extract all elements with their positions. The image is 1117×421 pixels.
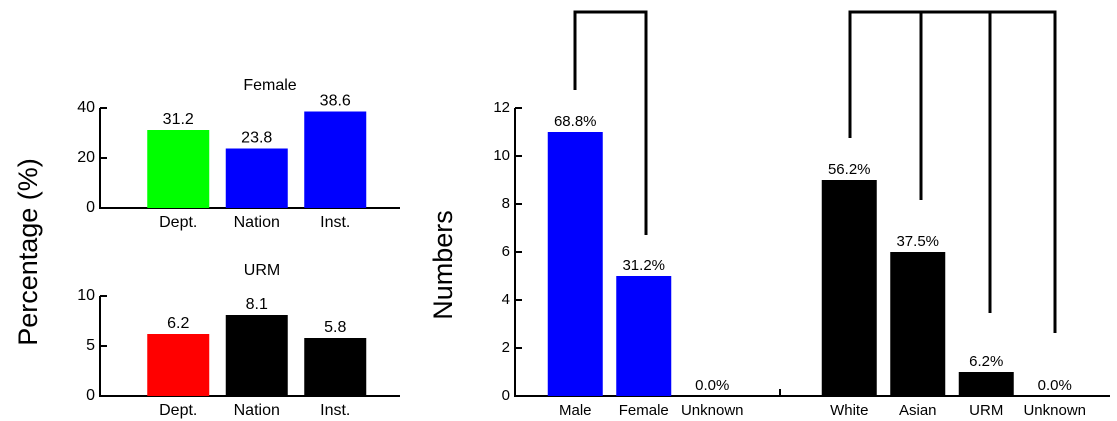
x-tick-label: Dept. xyxy=(159,214,197,231)
y-tick-label: 10 xyxy=(77,287,95,304)
x-tick-label: Nation xyxy=(234,402,280,419)
value-label: 5.8 xyxy=(324,319,346,336)
bar xyxy=(147,130,210,208)
y-tick-label: 8 xyxy=(502,195,510,212)
x-tick-label: Male xyxy=(559,402,592,419)
y-tick-label: 5 xyxy=(86,337,95,354)
value-label: 8.1 xyxy=(246,296,268,313)
bar xyxy=(225,148,288,208)
value-label: 68.8% xyxy=(554,113,597,130)
x-tick-label: Asian xyxy=(899,402,937,419)
bar xyxy=(547,132,603,396)
y-tick-label: 40 xyxy=(77,99,95,116)
value-label: 0.0% xyxy=(1038,377,1072,394)
x-tick-label: Inst. xyxy=(320,214,350,231)
x-tick-label: URM xyxy=(969,402,1003,419)
y-tick-label: 4 xyxy=(502,291,510,308)
y-tick-label: 2 xyxy=(502,339,510,356)
bar xyxy=(616,276,672,396)
chart-title: Female xyxy=(243,77,296,94)
bar xyxy=(304,338,367,396)
bar xyxy=(958,372,1014,396)
y-tick-label: 0 xyxy=(502,387,510,404)
x-tick-label: Female xyxy=(619,402,669,419)
y-tick-label: 20 xyxy=(77,149,95,166)
x-tick-label: Dept. xyxy=(159,402,197,419)
chart-title: URM xyxy=(244,262,280,279)
bar xyxy=(821,180,877,396)
y-tick-label: 0 xyxy=(86,387,95,404)
x-tick-label: White xyxy=(830,402,868,419)
x-tick-label: Unknown xyxy=(681,402,744,419)
value-label: 0.0% xyxy=(695,377,729,394)
value-label: 31.2 xyxy=(163,111,194,128)
value-label: 23.8 xyxy=(241,130,272,147)
bar xyxy=(147,334,210,396)
comparison-bracket xyxy=(573,10,648,235)
value-label: 6.2% xyxy=(969,353,1003,370)
value-label: 31.2% xyxy=(622,257,665,274)
value-label: 56.2% xyxy=(828,161,871,178)
y-tick-label: 0 xyxy=(86,199,95,216)
x-tick-label: Inst. xyxy=(320,402,350,419)
x-tick-label: Unknown xyxy=(1023,402,1086,419)
value-label: 6.2 xyxy=(167,315,189,332)
y-tick-label: 12 xyxy=(493,99,510,116)
comparison-bracket xyxy=(848,10,1057,333)
y-axis-label: Numbers xyxy=(428,210,458,320)
y-tick-label: 6 xyxy=(502,243,510,260)
value-label: 37.5% xyxy=(896,233,939,250)
y-axis-label: Percentage (%) xyxy=(13,158,43,346)
bar xyxy=(225,315,288,396)
value-label: 38.6 xyxy=(320,93,351,110)
bar xyxy=(304,111,367,208)
y-tick-label: 10 xyxy=(493,147,510,164)
x-tick-label: Nation xyxy=(234,214,280,231)
bar xyxy=(890,252,946,396)
